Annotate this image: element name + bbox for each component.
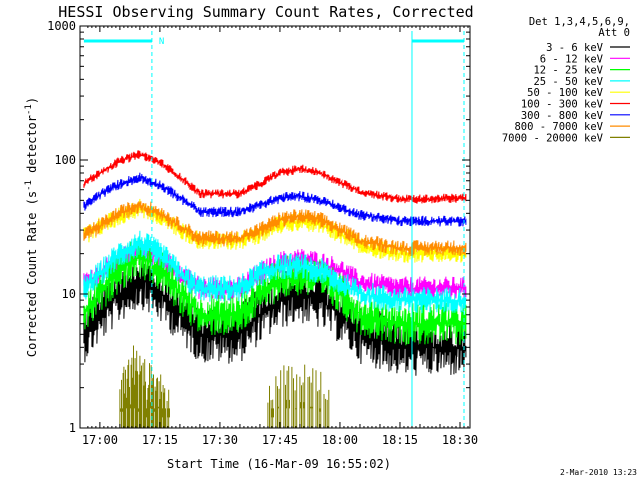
legend-label-1: 3 - 6 keV	[546, 42, 604, 54]
y-axis-label-part2: detector	[25, 115, 39, 180]
chart-title: HESSI Observing Summary Count Rates, Cor…	[58, 3, 473, 21]
x-tick-label: 17:15	[142, 433, 178, 447]
x-tick-label: 18:15	[382, 433, 418, 447]
x-tick-label: 17:45	[262, 433, 298, 447]
x-tick-label: 17:30	[202, 433, 238, 447]
y-axis-label-sup2: -1	[24, 104, 34, 115]
x-tick-label: 18:00	[322, 433, 358, 447]
y-axis-label-part1: Corrected Count Rate (s	[25, 191, 39, 357]
legend-label-9: 7000 - 20000 keV	[502, 132, 604, 144]
marker-label-n: N	[159, 37, 164, 47]
x-axis-label: Start Time (16-Mar-09 16:55:02)	[167, 457, 391, 471]
series-12-25-kev	[83, 238, 467, 346]
series-7000-20000-kev	[119, 345, 330, 428]
y-axis-label-sup1: -1	[24, 180, 34, 191]
y-tick-label: 1000	[47, 19, 76, 33]
legend-label-4: 25 - 50 keV	[533, 76, 603, 88]
series-300-800-kev	[83, 172, 467, 227]
series-3-6-kev	[83, 255, 467, 376]
series-100-300-kev	[83, 150, 467, 204]
plot-frame	[79, 25, 471, 429]
y-axis-label-part3: )	[25, 97, 39, 104]
x-tick-label: 18:30	[442, 433, 478, 447]
legend-header-line2: Att 0	[598, 27, 630, 39]
legend-label-7: 300 - 800 keV	[521, 110, 604, 122]
y-tick-label: 10	[62, 287, 76, 301]
y-tick-label: 100	[54, 153, 76, 167]
legend-label-8: 800 - 7000 keV	[514, 121, 603, 133]
y-axis-label: Corrected Count Rate (s-1 detector-1)	[24, 97, 39, 357]
legend-label-6: 100 - 300 keV	[521, 99, 604, 111]
legend-label-2: 6 - 12 keV	[540, 53, 604, 65]
legend-header-line1: Det 1,3,4,5,6,9,	[529, 16, 630, 28]
legend-label-3: 12 - 25 keV	[533, 65, 603, 77]
series-800-7000-kev	[83, 201, 467, 256]
legend-label-5: 50 - 100 keV	[527, 87, 604, 99]
series-25-50-kev	[83, 230, 467, 314]
x-axis: 17:00 17:15 17:30 17:45 18:00 18:15 18:30	[82, 26, 478, 447]
y-axis: 1 10 100 1000	[47, 19, 470, 435]
plot-area: N	[83, 31, 467, 428]
footer-timestamp: 2-Mar-2010 13:23	[560, 468, 637, 477]
x-tick-label: 17:00	[82, 433, 118, 447]
y-tick-label: 1	[69, 421, 76, 435]
